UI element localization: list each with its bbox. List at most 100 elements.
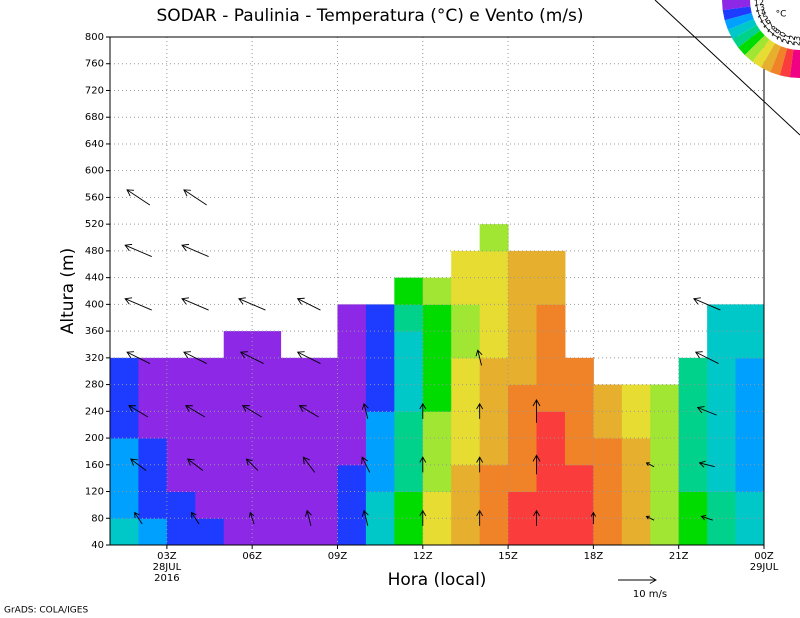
temperature-cell: [735, 438, 765, 466]
temperature-cell: [195, 357, 225, 386]
wind-vector: [296, 297, 321, 311]
colorbar-label: 12: [754, 0, 765, 8]
x-tick-label: 18Z: [584, 551, 604, 562]
x-tick-label: 03Z: [157, 551, 177, 562]
wind-vector: [185, 405, 206, 418]
wind-vector: [692, 297, 721, 311]
temperature-cell: [422, 331, 452, 359]
temperature-cell: [735, 384, 765, 412]
wind-vector: [698, 460, 715, 468]
colorbar-swatch: [761, 43, 781, 73]
temperature-cell: [394, 304, 424, 332]
y-tick-label: 160: [85, 460, 104, 471]
temperature-cell: [508, 438, 538, 466]
temperature-cell: [451, 331, 481, 359]
colorbar-unit: °C: [776, 10, 787, 20]
temperature-cell: [564, 491, 594, 519]
temperature-cell: [166, 491, 196, 519]
temperature-cell: [195, 464, 225, 493]
temperature-cell: [166, 357, 196, 386]
temperature-cell: [564, 384, 594, 412]
temperature-cell: [536, 277, 566, 305]
wind-vector: [238, 297, 266, 311]
temperature-cell: [337, 464, 367, 493]
y-tick-label: 120: [85, 487, 104, 498]
temperature-cell: [707, 438, 737, 466]
temperature-cell: [280, 411, 310, 439]
wind-vector: [245, 458, 259, 471]
temperature-cell: [422, 277, 452, 305]
temperature-cell: [593, 491, 623, 519]
temperature-cell: [394, 411, 424, 439]
colorbar-label: 15: [757, 12, 770, 25]
temperature-cell: [678, 411, 708, 439]
y-tick-label: 40: [91, 540, 104, 551]
temperature-cell: [309, 384, 338, 412]
temperature-cell: [309, 438, 338, 466]
wind-vector: [590, 511, 597, 524]
plot-frame: [109, 36, 765, 546]
temperature-cell: [337, 411, 367, 439]
x-tick-label: 00Z: [754, 551, 774, 562]
temperature-cell: [678, 384, 708, 412]
temperature-cell: [707, 357, 737, 386]
temperature-cell: [707, 411, 737, 439]
temperature-cell: [678, 491, 708, 519]
wind-vector: [296, 351, 321, 364]
temperature-cell: [451, 438, 481, 466]
temperature-cell: [337, 331, 367, 359]
temperature-cell: [422, 357, 452, 386]
temperature-cell: [195, 411, 225, 439]
y-tick-label: 760: [85, 59, 104, 70]
temperature-cell: [593, 384, 623, 412]
temperature-cell: [735, 357, 765, 386]
temperature-cell: [309, 464, 338, 493]
year-label: 2016: [154, 573, 179, 584]
colorbar-label: 13: [754, 3, 766, 14]
temperature-cell: [252, 518, 282, 546]
wind-vector: [186, 458, 204, 471]
temperature-cell: [451, 518, 481, 546]
temperature-cell: [621, 464, 651, 493]
temperature-cell: [422, 438, 452, 466]
temperature-cell: [678, 464, 708, 493]
temperature-cell: [365, 304, 395, 332]
date-label: 29JUL: [750, 562, 779, 573]
y-tick-label: 560: [85, 192, 104, 203]
temperature-cell: [223, 411, 253, 439]
x-axis-label: Hora (local): [388, 570, 487, 590]
temperature-cell: [508, 384, 538, 412]
x-tick-label: 15Z: [498, 551, 518, 562]
wind-vector: [645, 515, 655, 521]
x-tick-label: 09Z: [328, 551, 348, 562]
wind-vector: [183, 351, 207, 364]
temperature-cell: [110, 518, 139, 546]
colorbar-border: [654, 0, 800, 136]
temperature-cell: [508, 464, 538, 493]
colorbar-swatch: [727, 19, 757, 39]
y-tick-label: 400: [85, 299, 104, 310]
y-tick-label: 640: [85, 139, 104, 150]
temperature-cell: [309, 411, 338, 439]
temperature-cell: [138, 491, 168, 519]
colorbar-label: 14: [755, 7, 768, 19]
temperature-cell: [451, 464, 481, 493]
temperature-cell: [365, 331, 395, 359]
temperature-cell: [479, 250, 509, 279]
temperature-cell: [479, 518, 509, 546]
temperature-cell: [451, 357, 481, 386]
colorbar-label: 21: [781, 33, 793, 46]
y-tick-label: 720: [85, 85, 104, 96]
temperature-cell: [166, 518, 196, 546]
colorbar-swatch: [779, 48, 794, 78]
colorbar-swatch: [722, 6, 752, 21]
wind-vector: [304, 509, 312, 526]
temperature-cell: [337, 491, 367, 519]
temperature-cell: [593, 438, 623, 466]
temperature-cell: [195, 438, 225, 466]
temperature-cell: [223, 491, 253, 519]
wind-vector: [419, 402, 427, 419]
temperature-cell: [280, 384, 310, 412]
temperature-cell: [479, 491, 509, 519]
wind-vector: [239, 351, 264, 364]
